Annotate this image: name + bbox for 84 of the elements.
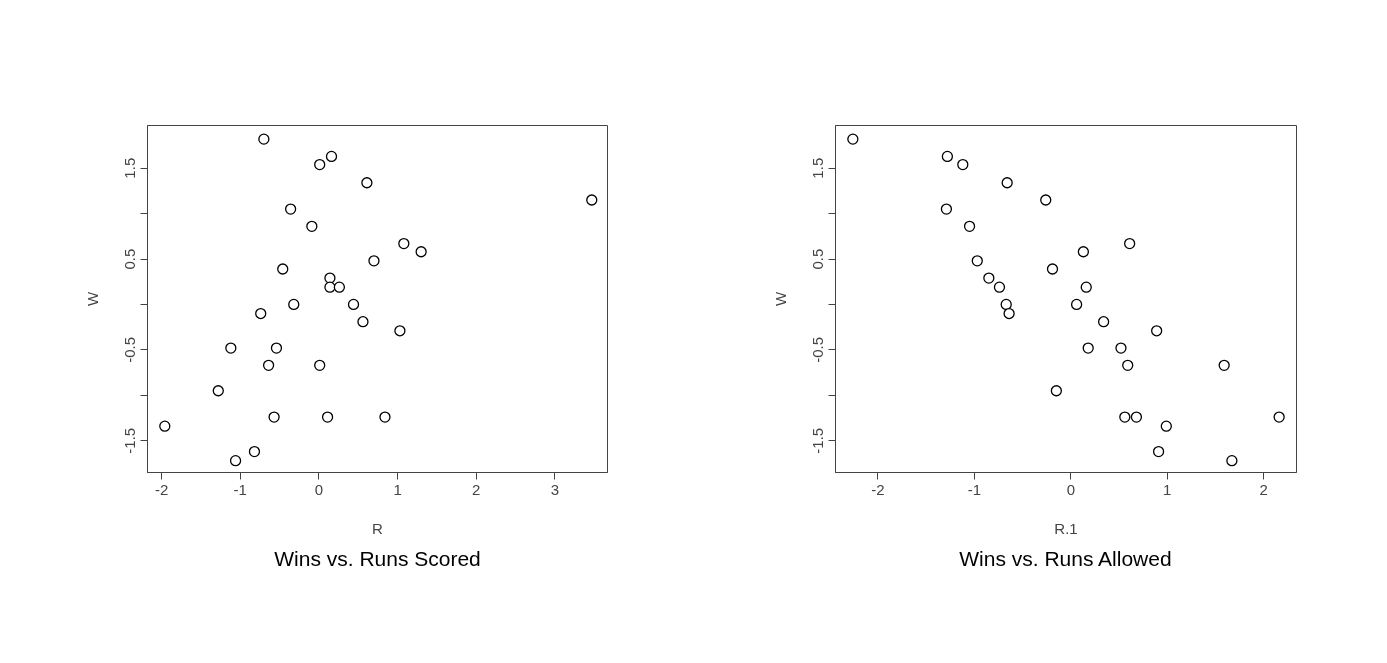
point [314, 158, 326, 171]
point [398, 237, 410, 250]
point [284, 203, 297, 215]
y-tick-label: 1.5 [121, 157, 139, 179]
point [1115, 342, 1127, 354]
point [1119, 411, 1131, 423]
y-tick-label: -1.5 [809, 427, 827, 454]
point [1124, 237, 1136, 250]
point [1046, 263, 1059, 275]
y-axis-title: W [771, 291, 789, 307]
y-tick-label: 0.5 [809, 248, 827, 270]
point [368, 255, 380, 267]
x-tick-label: -1 [967, 480, 982, 498]
point [1040, 194, 1052, 206]
point [321, 411, 334, 423]
point [1077, 246, 1090, 258]
point [262, 359, 275, 371]
point [361, 177, 373, 189]
x-tick-label: 0 [1066, 480, 1075, 498]
point [270, 342, 283, 354]
point [1097, 316, 1110, 328]
point [940, 203, 953, 215]
y-tick-label: 1.5 [809, 157, 827, 179]
x-tick-label: 0 [314, 480, 324, 498]
point [847, 133, 859, 145]
point [288, 298, 300, 311]
point [1152, 445, 1165, 458]
x-axis-title: R [372, 519, 384, 537]
point [1122, 359, 1134, 371]
point [314, 359, 326, 371]
point [379, 411, 391, 423]
point [1151, 325, 1163, 337]
point [983, 272, 995, 284]
point [324, 281, 336, 293]
point [1080, 281, 1092, 293]
x-tick-label: 1 [393, 480, 402, 498]
x-tick-label: -2 [871, 480, 885, 498]
x-tick-label: 2 [472, 480, 481, 498]
point [212, 385, 224, 397]
point [993, 281, 1006, 293]
x-tick-label: 3 [550, 480, 559, 498]
point [415, 246, 427, 258]
point [277, 263, 289, 275]
point [1218, 359, 1230, 371]
point [255, 307, 267, 320]
point [586, 194, 598, 206]
point [1003, 307, 1015, 320]
point [971, 255, 983, 267]
text: Wins vs. Runs Scored [274, 546, 481, 570]
point [1001, 177, 1013, 189]
point [225, 342, 237, 354]
point [1130, 411, 1143, 423]
point [394, 325, 406, 337]
y-tick-label: -1.5 [121, 427, 139, 454]
text: Wins vs. Runs Allowed [959, 546, 1172, 570]
point [229, 455, 242, 467]
x-tick-label: 2 [1259, 480, 1268, 498]
point [325, 150, 338, 163]
point [963, 220, 976, 232]
y-tick-label: -0.5 [121, 336, 139, 363]
x-tick-label: -2 [154, 480, 169, 498]
point [1160, 420, 1172, 432]
point [1226, 455, 1238, 467]
point [258, 133, 270, 145]
point [333, 281, 346, 293]
point [347, 298, 360, 311]
point [159, 420, 171, 432]
y-tick-label: 0.5 [121, 248, 139, 270]
point [1070, 298, 1083, 311]
point [1082, 342, 1094, 354]
point [1273, 411, 1285, 423]
x-tick-label: 1 [1163, 480, 1172, 498]
point [941, 150, 954, 163]
point [1000, 298, 1012, 311]
point [1050, 385, 1063, 397]
y-tick-label: -0.5 [809, 336, 827, 363]
y-axis-title: W [83, 291, 101, 307]
point [957, 158, 969, 171]
point [306, 220, 318, 232]
x-axis-title: R.1 [1054, 519, 1078, 537]
x-tick-label: -1 [233, 480, 247, 498]
point [248, 445, 261, 458]
point [268, 411, 280, 423]
point [357, 316, 369, 328]
